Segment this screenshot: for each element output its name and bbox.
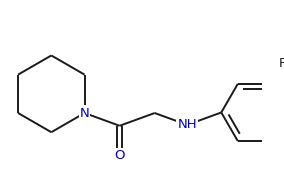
Text: F: F [279,57,284,70]
Text: O: O [114,149,125,162]
Text: N: N [80,107,89,119]
Text: NH: NH [178,118,197,131]
